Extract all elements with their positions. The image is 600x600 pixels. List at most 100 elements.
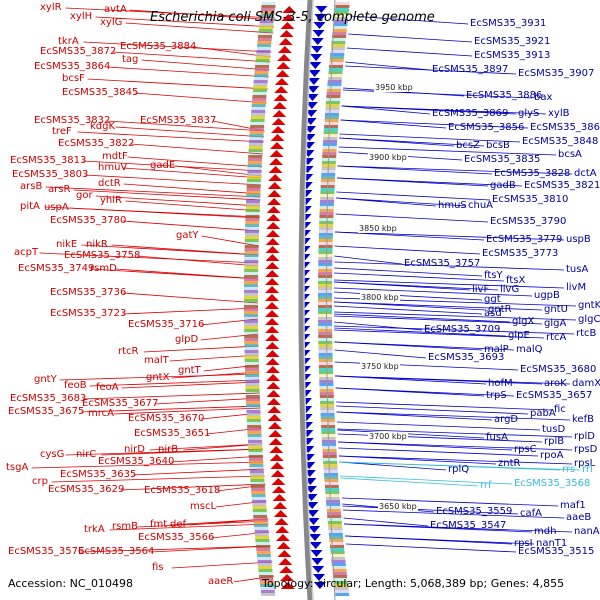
leader-line — [338, 455, 497, 465]
feature-block — [248, 149, 263, 152]
feature-block — [244, 230, 259, 233]
feature-block — [324, 479, 339, 482]
feature-block — [324, 476, 339, 479]
gene-label-right: EcSMS35_3897 — [432, 64, 509, 75]
forward-gene-arrow — [269, 150, 284, 157]
feature-block — [323, 473, 338, 476]
feature-block — [318, 230, 333, 233]
feature-block — [318, 311, 333, 314]
feature-block — [244, 272, 259, 275]
feature-block — [251, 107, 266, 110]
feature-block — [248, 155, 263, 158]
forward-gene-arrow — [265, 238, 280, 245]
gene-label-left: trkA — [84, 524, 105, 535]
feature-block — [324, 116, 339, 119]
feature-block — [321, 161, 336, 164]
forward-gene-arrow — [267, 414, 282, 421]
gene-label-right: tusA — [566, 264, 589, 275]
outer-ring-arc — [326, 0, 336, 600]
feature-block — [244, 248, 259, 251]
feature-block — [327, 80, 342, 83]
feature-block — [319, 212, 334, 215]
feature-block — [318, 302, 333, 305]
feature-block — [261, 8, 276, 11]
forward-gene-arrow — [265, 358, 280, 365]
forward-gene-arrow — [277, 550, 292, 557]
forward-gene-arrow — [271, 126, 286, 133]
feature-block — [332, 29, 347, 32]
gene-label-left: fis — [152, 562, 164, 573]
leader-line — [334, 261, 565, 271]
feature-block — [244, 368, 259, 371]
gene-label-right: malQ — [516, 344, 543, 355]
feature-block — [244, 305, 259, 308]
feature-block — [248, 443, 263, 446]
gene-label-right: EcSMS35_3693 — [428, 352, 505, 363]
feature-block — [319, 395, 334, 398]
feature-block — [244, 338, 259, 341]
forward-gene-arrow — [276, 62, 291, 69]
gene-label-right: glgX — [512, 316, 535, 327]
feature-block — [329, 539, 344, 542]
feature-block — [334, 584, 349, 587]
gene-label-right: bcsZ — [456, 140, 480, 151]
feature-block — [259, 26, 274, 29]
feature-block — [258, 35, 273, 38]
gene-label-left: mrcA — [88, 408, 114, 419]
gene-label-left: gatY — [176, 230, 199, 241]
feature-block — [252, 89, 267, 92]
feature-block — [325, 101, 340, 104]
feature-block — [244, 326, 259, 329]
gene-label-left: EcSMS35_3670 — [128, 413, 205, 424]
feature-block — [250, 485, 265, 488]
reverse-gene-arrow — [311, 38, 324, 45]
kbp-marker: 3900 kbp — [368, 153, 408, 162]
feature-block — [334, 14, 349, 17]
feature-block — [245, 227, 260, 230]
forward-gene-arrow — [272, 102, 287, 109]
feature-block — [244, 332, 259, 335]
leader-line — [80, 545, 271, 553]
feature-block — [254, 524, 269, 527]
feature-block — [244, 335, 259, 338]
gene-label-left: EcSMS35_3716 — [128, 319, 205, 330]
forward-gene-arrow — [265, 294, 280, 301]
forward-gene-arrow — [266, 206, 281, 213]
gene-label-right: uspB — [566, 234, 591, 245]
feature-block — [248, 146, 263, 149]
forward-strand-track — [265, 6, 297, 589]
leader-line — [338, 455, 573, 465]
gene-label-left: xylG — [100, 17, 123, 28]
gene-label-right: asd — [484, 308, 502, 319]
leader-line — [121, 381, 260, 389]
forward-gene-arrow — [272, 110, 287, 117]
gene-label-left: crp — [32, 476, 48, 487]
feature-block — [244, 263, 259, 266]
leader-line — [339, 133, 521, 143]
feature-block — [326, 89, 341, 92]
feature-block — [246, 191, 261, 194]
gene-label-right: dctA — [574, 168, 597, 179]
leader-line — [336, 197, 467, 207]
feature-block — [246, 404, 261, 407]
feature-blocks — [244, 2, 350, 596]
feature-block — [322, 155, 337, 158]
forward-gene-arrow — [266, 374, 281, 381]
feature-block — [254, 527, 269, 530]
feature-block — [318, 257, 333, 260]
forward-gene-arrow — [272, 494, 287, 501]
gene-label-right: malP — [484, 344, 509, 355]
feature-block — [247, 428, 262, 431]
feature-block — [253, 521, 268, 524]
leader-line — [115, 126, 265, 138]
forward-gene-arrow — [273, 94, 288, 101]
feature-block — [260, 11, 275, 14]
feature-block — [335, 8, 350, 11]
gene-label-right: EcSMS35_3868 — [530, 122, 600, 133]
leader-line — [340, 119, 447, 129]
feature-block — [250, 119, 265, 122]
reverse-gene-arrow — [308, 70, 321, 77]
feature-block — [244, 365, 259, 368]
feature-block — [244, 284, 259, 287]
feature-block — [325, 110, 340, 113]
